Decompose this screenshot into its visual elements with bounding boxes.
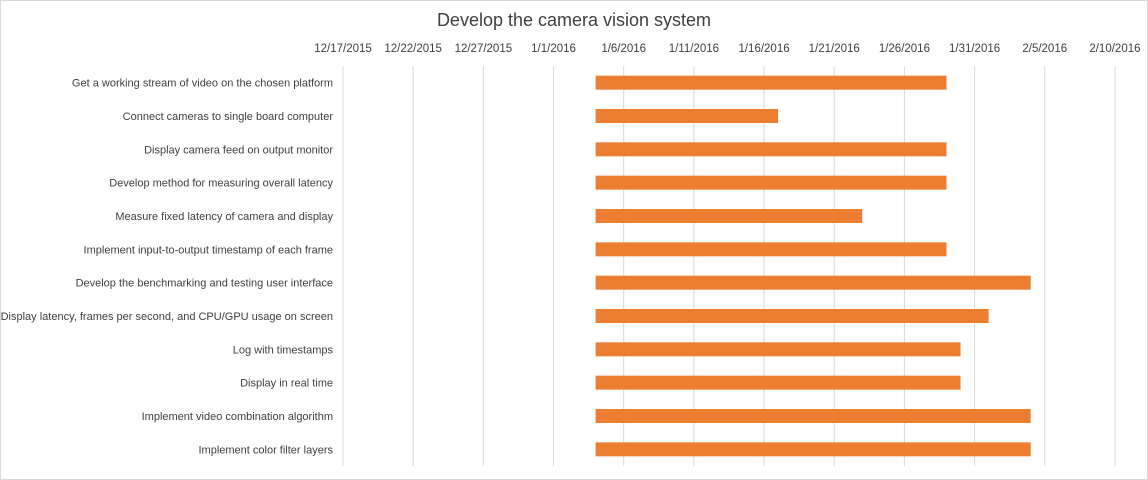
task-bar [595, 409, 1031, 423]
task-label: Measure fixed latency of camera and disp… [115, 211, 333, 223]
task-label: Display in real time [240, 378, 333, 390]
task-label: Develop the benchmarking and testing use… [76, 278, 333, 290]
task-bar [595, 342, 961, 357]
task-bar [595, 109, 779, 123]
x-tick-label: 1/6/2016 [601, 43, 646, 55]
x-tick-label: 1/16/2016 [738, 43, 789, 55]
task-bar [595, 209, 863, 223]
x-tick-label: 1/21/2016 [809, 43, 860, 55]
task-bar [595, 442, 1031, 457]
x-tick-label: 2/10/2016 [1089, 43, 1140, 55]
task-label: Implement input-to-output timestamp of e… [84, 244, 333, 256]
x-tick-label: 1/31/2016 [949, 43, 1000, 55]
x-tick-label: 2/5/2016 [1022, 43, 1067, 55]
x-tick-label: 1/11/2016 [669, 43, 719, 55]
task-bar [595, 242, 947, 257]
task-label: Get a working stream of video on the cho… [72, 78, 333, 90]
task-label: Log with timestamps [233, 344, 334, 356]
x-tick-label: 12/27/2015 [455, 43, 513, 55]
task-bar [595, 275, 1031, 290]
task-label: Display camera feed on output monitor [144, 144, 333, 156]
task-bar [595, 75, 947, 90]
task-bar [595, 375, 961, 390]
task-label: Implement color filter layers [199, 444, 334, 456]
task-bar [595, 142, 947, 157]
x-tick-label: 12/22/2015 [384, 43, 442, 55]
chart-title: Develop the camera vision system [436, 10, 712, 30]
task-bar [595, 309, 989, 323]
task-label: Implement video combination algorithm [142, 411, 333, 423]
x-tick-label: 1/1/2016 [531, 43, 576, 55]
task-bar [595, 175, 947, 190]
x-tick-label: 12/17/2015 [314, 43, 372, 55]
x-tick-label: 1/26/2016 [879, 43, 930, 55]
task-label: Connect cameras to single board computer [123, 111, 334, 123]
task-label: Display latency, frames per second, and … [1, 311, 333, 323]
task-label: Develop method for measuring overall lat… [109, 178, 333, 190]
